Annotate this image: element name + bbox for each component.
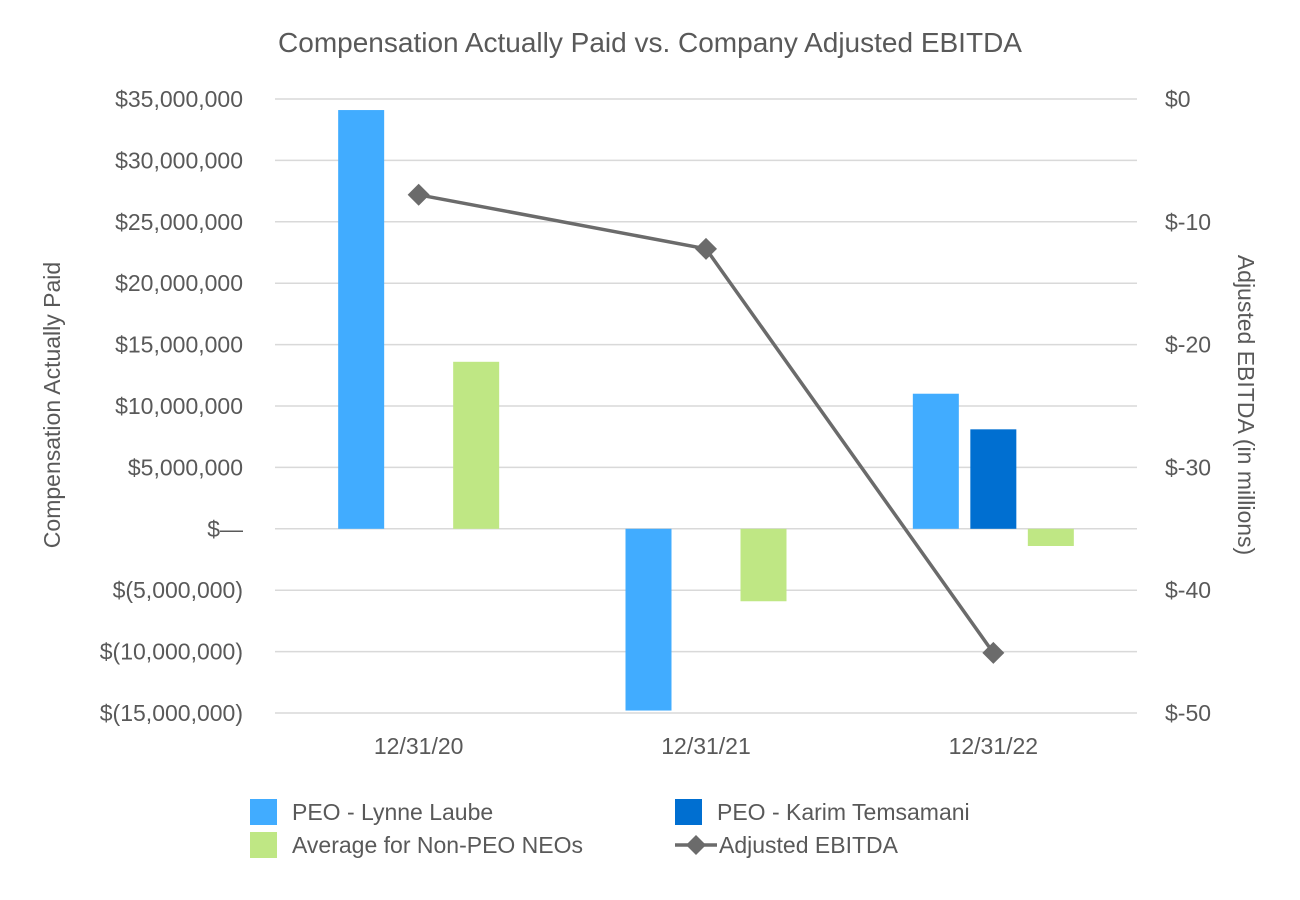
legend-item-peo-lynne-laube: PEO - Lynne Laube [250,799,493,825]
bar-average-for-non-peo-neos [453,361,500,529]
right-tick-label: $-20 [1165,332,1211,358]
line-adjusted-ebitda [418,193,995,654]
right-tick-label: $-40 [1165,577,1211,603]
legend: PEO - Lynne Laube PEO - Karim Temsamani Av… [250,799,970,858]
legend-label: PEO - Lynne Laube [292,799,493,825]
left-tick-label: $(10,000,000) [100,639,243,665]
marker-adjusted-ebitda [695,237,717,260]
bar-average-for-non-peo-neos [740,528,787,602]
legend-label: Average for Non-PEO NEOs [292,832,583,858]
right-axis-ticks: $0 $-10 $-20 $-30 $-40 $-50 [1165,86,1211,726]
marker-adjusted-ebitda [982,641,1005,664]
right-tick-label: $0 [1165,86,1191,112]
left-tick-label: $35,000,000 [115,86,243,112]
left-tick-label: $25,000,000 [115,209,243,235]
bar-peo-lynne-laube [338,110,385,529]
left-axis-title: Compensation Actually Paid [39,262,65,548]
x-tick-label: 12/31/20 [374,733,464,759]
legend-marker [686,835,706,855]
left-tick-label: $10,000,000 [115,393,243,419]
bars [338,110,1074,711]
x-tick-label: 12/31/21 [661,733,751,759]
right-tick-label: $-10 [1165,209,1211,235]
left-axis-ticks: $35,000,000 $30,000,000 $25,000,000 $20,000… [100,86,243,726]
bar-peo-lynne-laube [625,528,672,711]
bar-peo-karim-temsamani [970,429,1017,529]
legend-swatch [250,799,277,825]
legend-swatch [675,799,702,825]
bar-peo-lynne-laube [912,393,959,529]
bar-average-for-non-peo-neos [1027,528,1074,546]
left-tick-label: $30,000,000 [115,147,243,173]
left-tick-label: $— [207,516,243,542]
left-tick-label: $15,000,000 [115,332,243,358]
chart-title: Compensation Actually Paid vs. Company A… [278,27,1022,58]
x-tick-label: 12/31/22 [949,733,1039,759]
legend-item-average-for-non-peo-neos: Average for Non-PEO NEOs [250,832,583,858]
right-tick-label: $-50 [1165,700,1211,726]
left-tick-label: $5,000,000 [128,454,243,480]
legend-label: PEO - Karim Temsamani [717,799,970,825]
gridlines [275,98,1137,714]
x-axis-ticks: 12/31/20 12/31/21 12/31/22 [374,733,1038,759]
left-tick-label: $20,000,000 [115,270,243,296]
left-tick-label: $(5,000,000) [113,577,243,603]
legend-item-adjusted-ebitda: Adjusted EBITDA [675,832,899,858]
legend-swatch [250,832,277,858]
ebitda-line [407,183,1005,664]
right-axis-title: Adjusted EBITDA (in millions) [1233,255,1259,555]
legend-label: Adjusted EBITDA [719,832,899,858]
legend-item-peo-karim-temsamani: PEO - Karim Temsamani [675,799,970,825]
right-tick-label: $-30 [1165,454,1211,480]
marker-adjusted-ebitda [407,183,430,206]
left-tick-label: $(15,000,000) [100,700,243,726]
